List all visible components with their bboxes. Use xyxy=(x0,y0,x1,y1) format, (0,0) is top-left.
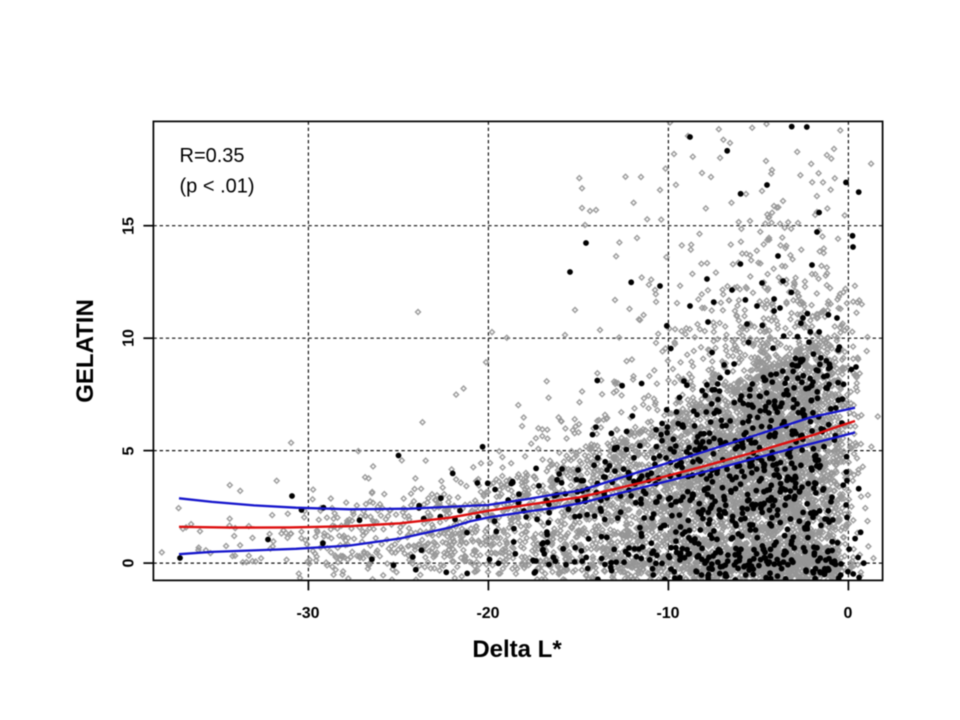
svg-text:Delta L*: Delta L* xyxy=(472,636,562,663)
svg-text:(p < .01): (p < .01) xyxy=(180,175,255,197)
svg-text:GELATIN: GELATIN xyxy=(72,299,99,403)
svg-text:-20: -20 xyxy=(476,605,499,622)
svg-text:-30: -30 xyxy=(296,605,319,622)
svg-text:R=0.35: R=0.35 xyxy=(180,145,245,167)
svg-text:0: 0 xyxy=(844,605,853,622)
svg-text:-10: -10 xyxy=(656,605,679,622)
svg-text:5: 5 xyxy=(121,446,138,455)
svg-text:0: 0 xyxy=(121,558,138,567)
svg-text:10: 10 xyxy=(121,329,138,347)
svg-text:15: 15 xyxy=(121,217,138,235)
